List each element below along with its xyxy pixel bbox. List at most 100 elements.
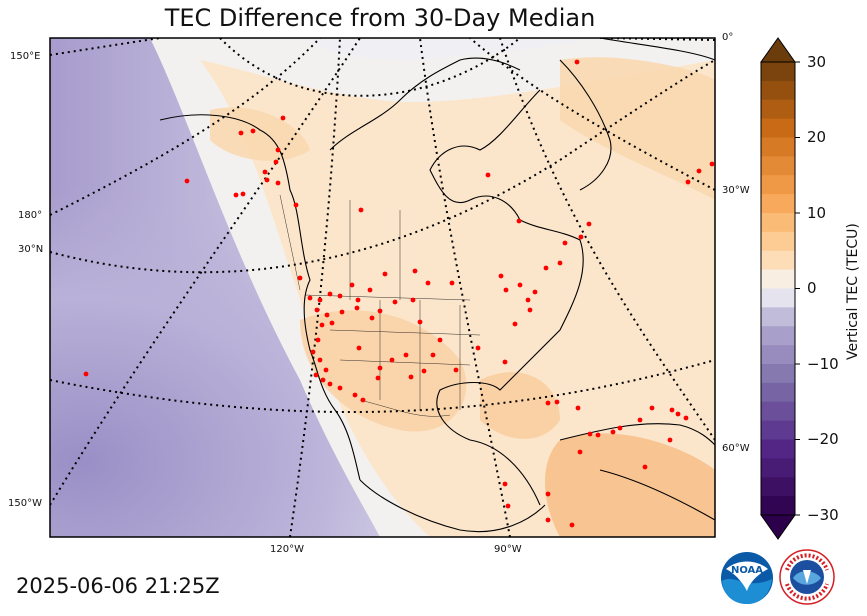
station-marker (275, 180, 281, 186)
station-marker (575, 405, 581, 411)
station-markers (83, 59, 715, 528)
colorbar-cell (761, 99, 795, 120)
station-marker (545, 517, 551, 523)
station-marker (317, 357, 323, 363)
station-marker (617, 425, 623, 431)
station-marker (709, 161, 715, 167)
station-marker (320, 377, 326, 383)
station-marker (485, 172, 491, 178)
colorbar-cell (761, 439, 795, 459)
station-marker (417, 319, 423, 325)
station-marker (337, 293, 343, 299)
station-marker (315, 337, 321, 343)
station-marker (354, 305, 360, 311)
station-marker (430, 352, 436, 358)
station-marker (293, 202, 299, 208)
station-marker (307, 295, 313, 301)
colorbar-cell (761, 477, 795, 497)
colorbar-cell (761, 269, 795, 289)
station-marker (502, 481, 508, 487)
grid-label-right-2: 60°W (722, 443, 750, 454)
station-marker (250, 128, 256, 134)
colorbar-label: Vertical TEC (TECU) (845, 223, 861, 360)
colorbar-cell (761, 420, 795, 440)
station-marker (577, 449, 583, 455)
graticule (50, 38, 715, 537)
station-marker (685, 179, 691, 185)
station-marker (382, 271, 388, 277)
station-marker (675, 411, 681, 417)
station-marker (262, 169, 268, 175)
station-marker (569, 522, 575, 528)
station-marker (83, 371, 89, 377)
grid-label-bottom-0: 120°W (270, 544, 304, 555)
colorbar-extend-min (760, 514, 796, 540)
station-marker (356, 345, 362, 351)
station-marker (683, 415, 689, 421)
station-marker (475, 345, 481, 351)
station-marker (545, 400, 551, 406)
station-marker (264, 177, 270, 183)
station-marker (327, 291, 333, 297)
colorbar-cell (761, 175, 795, 195)
station-marker (352, 392, 358, 398)
station-marker (329, 320, 335, 326)
station-marker (360, 397, 366, 403)
station-marker (421, 368, 427, 374)
colorbar-cell (761, 213, 795, 233)
station-marker (642, 464, 648, 470)
station-marker (525, 297, 531, 303)
station-marker (403, 352, 409, 358)
station-marker (337, 385, 343, 391)
station-marker (280, 115, 286, 121)
colorbar-extend-max (760, 37, 796, 63)
colorbar-cell (761, 345, 795, 365)
station-marker (667, 437, 673, 443)
station-marker (587, 431, 593, 437)
station-marker (453, 367, 459, 373)
colorbar-cell (761, 288, 795, 308)
station-marker (449, 280, 455, 286)
colorbar-tick-3: 0 (807, 279, 817, 297)
colorbar-cell (761, 156, 795, 176)
station-marker (233, 192, 239, 198)
colorbar-cell (761, 382, 795, 403)
grid-label-right-0: 0° (722, 32, 734, 43)
station-marker (369, 315, 375, 321)
colorbar-cell (761, 118, 795, 138)
grid-label-right-1: 30°W (722, 185, 750, 196)
colorbar-cell (761, 307, 795, 327)
station-marker (313, 372, 319, 378)
grid-label-left-3: 150°W (8, 498, 42, 509)
station-marker (392, 299, 398, 305)
colorbar-cell (761, 250, 795, 271)
station-marker (375, 375, 381, 381)
map-title: TEC Difference from 30-Day Median (164, 4, 596, 32)
station-marker (412, 268, 418, 274)
station-marker (649, 405, 655, 411)
colorbar-cell (761, 458, 795, 478)
station-marker (557, 260, 563, 266)
colorbar-tick-0: 30 (807, 53, 827, 71)
station-marker (327, 381, 333, 387)
station-marker (610, 429, 616, 435)
station-marker (578, 234, 584, 240)
station-marker (349, 282, 355, 288)
station-marker (377, 308, 383, 314)
station-marker (498, 273, 504, 279)
station-marker (543, 265, 549, 271)
station-marker (545, 491, 551, 497)
station-marker (696, 168, 702, 174)
timestamp: 2025-06-06 21:25Z (16, 574, 220, 598)
colorbar-cell (761, 137, 795, 157)
station-marker (505, 503, 511, 509)
station-marker (273, 159, 279, 165)
borders (279, 194, 481, 417)
station-marker (240, 191, 246, 197)
colorbar-cell (761, 194, 795, 214)
station-marker (516, 218, 522, 224)
station-marker (319, 322, 325, 328)
grid-label-left-0: 150°E (10, 51, 41, 62)
